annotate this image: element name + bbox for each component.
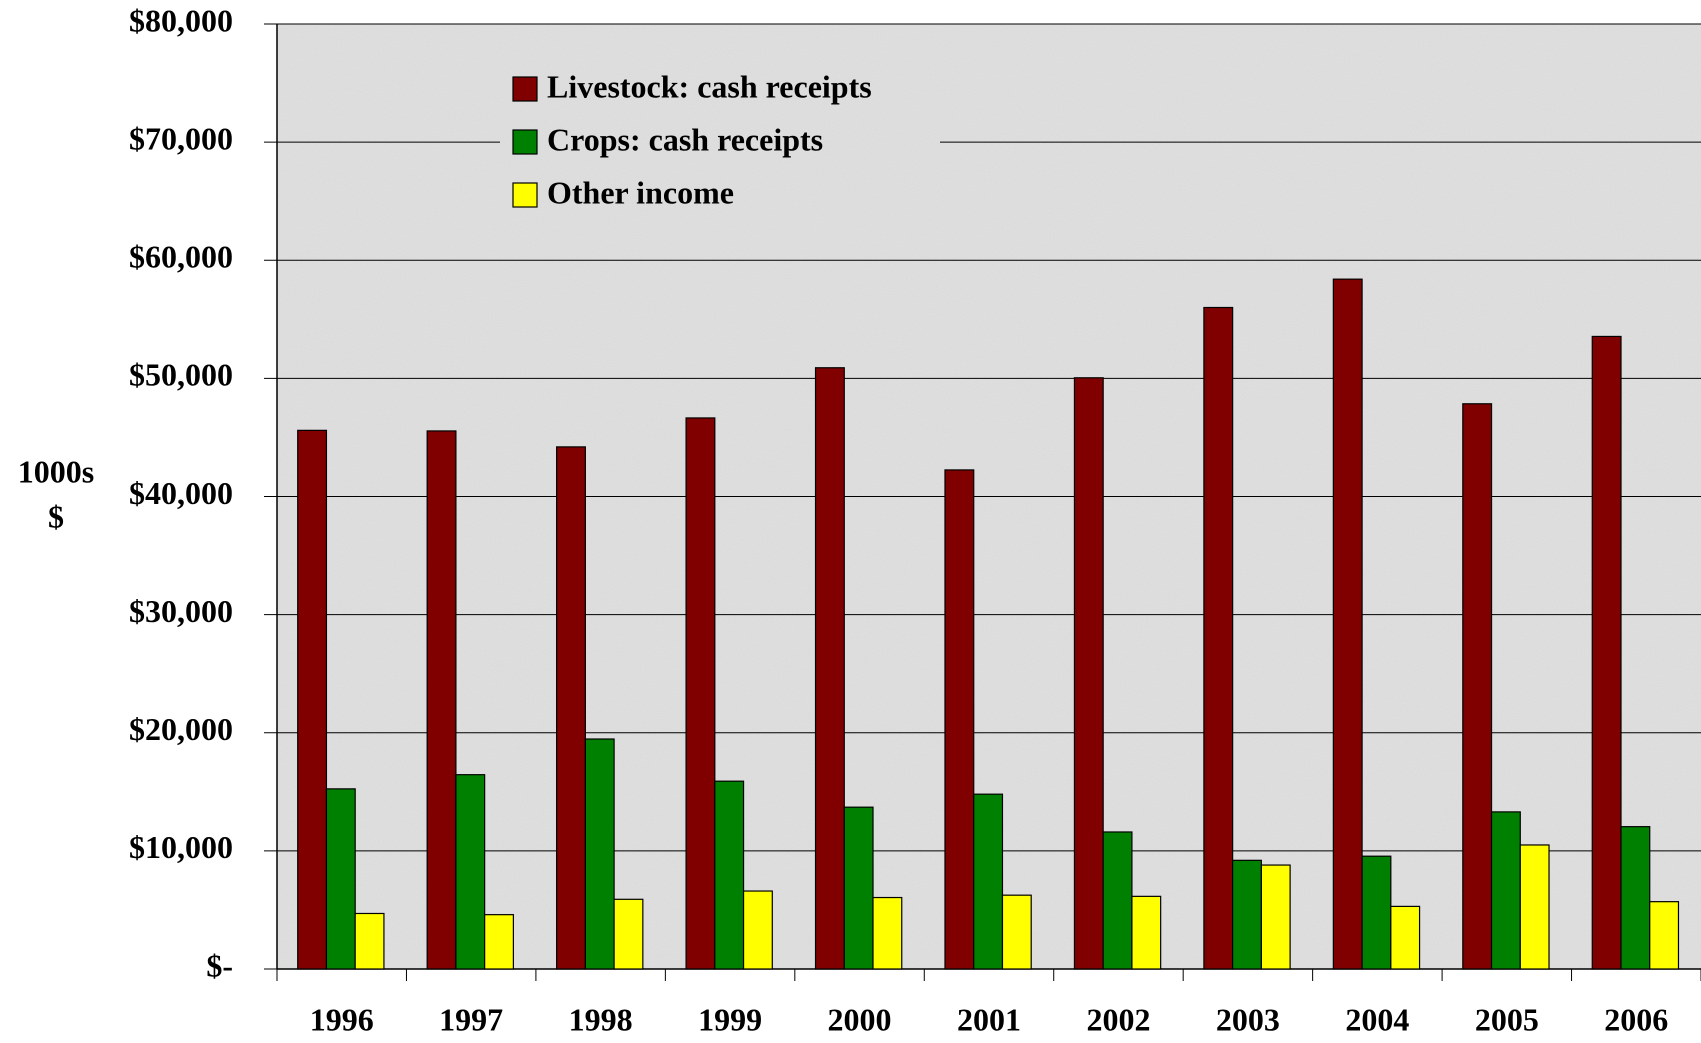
bar	[613, 898, 644, 970]
x-tick-label: 2002	[1086, 1001, 1150, 1037]
bar	[1073, 377, 1104, 970]
bar	[814, 367, 845, 970]
bar	[872, 896, 903, 970]
legend-label: Crops: cash receipts	[547, 121, 823, 157]
bar	[843, 806, 874, 970]
bar	[1260, 864, 1291, 970]
bar	[325, 788, 356, 970]
x-tick-label: 2006	[1604, 1001, 1668, 1037]
bar	[742, 890, 773, 970]
bar	[1620, 826, 1651, 970]
y-axis-label: 1000s	[18, 453, 94, 489]
x-tick-label: 2005	[1475, 1001, 1539, 1037]
bar	[1102, 831, 1133, 970]
x-tick-label: 2001	[957, 1001, 1021, 1037]
x-tick-label: 1997	[439, 1001, 503, 1037]
bar	[556, 446, 586, 970]
legend-background	[500, 61, 940, 228]
legend-swatch	[512, 182, 538, 208]
legend-swatch	[512, 76, 538, 102]
bar	[973, 793, 1004, 970]
bar	[1131, 895, 1162, 970]
bar	[1001, 894, 1032, 970]
y-tick-label: $20,000	[129, 711, 233, 747]
y-tick-label: $50,000	[129, 357, 233, 393]
bar	[685, 417, 716, 970]
y-tick-label: $60,000	[129, 239, 233, 275]
bar	[1361, 855, 1392, 970]
y-tick-label: $10,000	[129, 829, 233, 865]
bar	[714, 780, 745, 970]
bar	[297, 429, 328, 970]
bar	[944, 469, 975, 970]
bar	[354, 912, 385, 970]
bar	[1591, 335, 1622, 970]
legend-label: Livestock: cash receipts	[547, 68, 872, 104]
x-tick-label: 2004	[1345, 1001, 1409, 1037]
bar	[1332, 278, 1363, 970]
y-tick-label: $40,000	[129, 475, 233, 511]
x-tick-label: 2000	[828, 1001, 892, 1037]
bar	[1462, 403, 1493, 970]
x-tick-label: 1996	[310, 1001, 374, 1037]
x-tick-label: 1998	[569, 1001, 633, 1037]
bar	[584, 738, 615, 970]
bar	[455, 774, 486, 970]
y-tick-label: $30,000	[129, 593, 233, 629]
bar	[484, 914, 514, 970]
x-tick-label: 2003	[1216, 1001, 1280, 1037]
bar	[1490, 811, 1521, 970]
x-tick-label: 1999	[698, 1001, 762, 1037]
bar	[1519, 844, 1550, 970]
bar	[1232, 859, 1262, 970]
y-axis-label: $	[48, 498, 64, 534]
bar	[1649, 901, 1680, 970]
bar	[1203, 306, 1234, 970]
legend-swatch	[512, 129, 538, 155]
bar	[1390, 905, 1421, 970]
y-tick-label: $80,000	[129, 2, 233, 38]
y-tick-label: $70,000	[129, 120, 233, 156]
legend-label: Other income	[547, 174, 734, 210]
y-tick-label: $-	[206, 947, 233, 983]
bar	[426, 430, 457, 970]
